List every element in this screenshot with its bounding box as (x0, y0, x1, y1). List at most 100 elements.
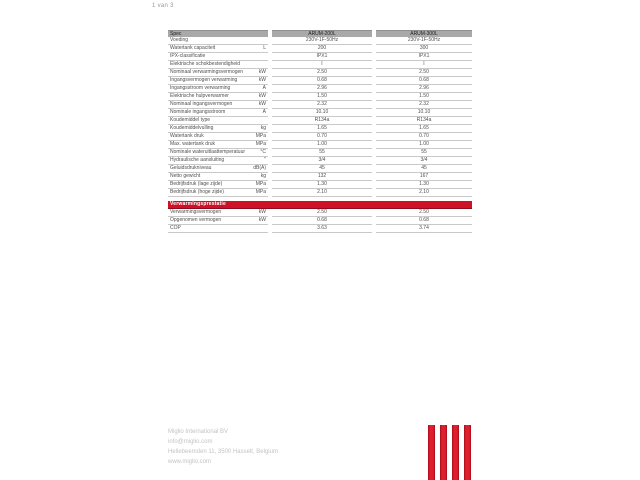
spec-label-cell: Geluidsdrukniveau dB(A) (168, 165, 268, 173)
spec-label: Geluidsdrukniveau (170, 165, 212, 171)
value-arum-300l: 2.10 (376, 189, 472, 197)
spec-label: IPX-classificatie (170, 53, 206, 59)
spec-label: Watertank druk (170, 133, 204, 139)
spec-label-cell: Nominaal verwarmingsvermogen kW (168, 69, 268, 77)
table-row: Watertank druk MPa 0.70 0.70 (168, 133, 472, 141)
spec-label-cell: Koudemiddel type (168, 117, 268, 125)
value-arum-300l: 0.68 (376, 217, 472, 225)
spec-unit: kW (258, 217, 266, 223)
value-arum-200l: 230V-1F-50Hz (272, 37, 372, 45)
value-arum-300l: 1.30 (376, 181, 472, 189)
table-row: Hydraulische aansluiting " 3/4 3/4 (168, 157, 472, 165)
spec-label: Elektrische schokbestendigheid (170, 61, 241, 67)
spec-label-cell: Ingangsstroom verwarming A (168, 85, 268, 93)
table-row: Nominale wateruitlaattemperatuur °C 55 5… (168, 149, 472, 157)
table-row: Bedrijfsdruk (lage zijde) MPa 1.30 1.30 (168, 181, 472, 189)
brand-stripe (452, 425, 459, 480)
value-arum-200l: 3/4 (272, 157, 372, 165)
table-row: COP 3.63 3.74 (168, 225, 472, 233)
value-arum-200l: 55 (272, 149, 372, 157)
heating-section-header: Verwarmingsprestatie (168, 201, 472, 209)
brand-stripe (440, 425, 447, 480)
spec-label-cell: Verwarmingsvermogen kW (168, 209, 268, 217)
table-row: Verwarmingsvermogen kW 2.50 2.50 (168, 209, 472, 217)
value-arum-300l: 2.50 (376, 209, 472, 217)
value-arum-300l: 0.70 (376, 133, 472, 141)
header-arum-300l: ARUM-300L (376, 30, 472, 37)
value-arum-300l: 0.68 (376, 77, 472, 85)
spec-label-cell: Ingangsvermogen verwarming kW (168, 77, 268, 85)
spec-unit: kW (258, 209, 266, 215)
value-arum-200l: 1.30 (272, 181, 372, 189)
table-header-row: Spec ARUM-200L ARUM-300L (168, 30, 472, 37)
footer-email: info@miglio.com (168, 439, 213, 445)
spec-unit: L (263, 45, 266, 51)
spec-table-body: Voeding 230V-1F-50Hz 230V-1F-50Hz Watert… (168, 37, 472, 197)
value-arum-200l: 1.00 (272, 141, 372, 149)
spec-label-cell: Max. watertank druk MPa (168, 141, 268, 149)
spec-label: Opgenomen vermogen (170, 217, 222, 223)
value-arum-300l: 3/4 (376, 157, 472, 165)
spec-label: Hydraulische aansluiting (170, 157, 225, 163)
page-indicator: 1 van 3 (152, 3, 174, 9)
spec-label-cell: IPX-classificatie (168, 53, 268, 61)
spec-unit: kg (260, 173, 266, 179)
value-arum-300l: I (376, 61, 472, 69)
spec-label-cell: Watertank capaciteit L (168, 45, 268, 53)
value-arum-300l: 1.65 (376, 125, 472, 133)
table-row: Ingangsvermogen verwarming kW 0.68 0.68 (168, 77, 472, 85)
value-arum-200l: 2.10 (272, 189, 372, 197)
table-row: Voeding 230V-1F-50Hz 230V-1F-50Hz (168, 37, 472, 45)
brand-stripe (464, 425, 471, 480)
table-row: Elektrische hulpverwarmer kW 1.50 1.50 (168, 93, 472, 101)
spec-label-cell: Watertank druk MPa (168, 133, 268, 141)
spec-unit: MPa (255, 141, 266, 147)
spec-label-cell: Hydraulische aansluiting " (168, 157, 268, 165)
value-arum-300l: 300 (376, 45, 472, 53)
value-arum-300l: 10.10 (376, 109, 472, 117)
value-arum-200l: 10.10 (272, 109, 372, 117)
spec-label: Elektrische hulpverwarmer (170, 93, 229, 99)
brand-stripe (428, 425, 435, 480)
value-arum-200l: 2.96 (272, 85, 372, 93)
spec-label-cell: Netto gewicht kg (168, 173, 268, 181)
spec-unit: dB(A) (253, 165, 266, 171)
table-row: Opgenomen vermogen kW 0.68 0.68 (168, 217, 472, 225)
value-arum-300l: 230V-1F-50Hz (376, 37, 472, 45)
spec-unit: " (264, 157, 266, 163)
value-arum-200l: 0.70 (272, 133, 372, 141)
spec-label: Watertank capaciteit (170, 45, 216, 51)
footer-company: Miglio International BV (168, 429, 229, 435)
value-arum-200l: IPX1 (272, 53, 372, 61)
value-arum-300l: IPX1 (376, 53, 472, 61)
table-row: Netto gewicht kg 132 167 (168, 173, 472, 181)
value-arum-200l: R134a (272, 117, 372, 125)
brand-stripes-logo (428, 425, 472, 480)
value-arum-200l: 2.50 (272, 69, 372, 77)
value-arum-300l: 2.50 (376, 69, 472, 77)
spec-unit: MPa (255, 181, 266, 187)
spec-label-cell: Voeding (168, 37, 268, 45)
table-row: Geluidsdrukniveau dB(A) 45 45 (168, 165, 472, 173)
value-arum-300l: 1.00 (376, 141, 472, 149)
spec-label: Voeding (170, 37, 189, 43)
spec-label-cell: Elektrische schokbestendigheid (168, 61, 268, 69)
header-spec: Spec (168, 30, 268, 37)
value-arum-200l: 0.68 (272, 217, 372, 225)
table-row: Nominale ingangsstroom A 10.10 10.10 (168, 109, 472, 117)
spec-label-cell: Koudemiddelvulling kg (168, 125, 268, 133)
value-arum-200l: 1.65 (272, 125, 372, 133)
table-row: Max. watertank druk MPa 1.00 1.00 (168, 141, 472, 149)
table-row: Nominaal ingangsvermogen kW 2.32 2.32 (168, 101, 472, 109)
table-row: Koudemiddel type R134a R134a (168, 117, 472, 125)
table-row: Watertank capaciteit L 200 300 (168, 45, 472, 53)
heating-performance-section: Verwarmingsprestatie Verwarmingsvermogen… (168, 201, 472, 233)
value-arum-300l: 167 (376, 173, 472, 181)
header-arum-200l: ARUM-200L (272, 30, 372, 37)
value-arum-300l: 2.96 (376, 85, 472, 93)
spec-label: Bedrijfsdruk (hoge zijde) (170, 189, 224, 195)
table-row: Elektrische schokbestendigheid I I (168, 61, 472, 69)
value-arum-200l: 2.50 (272, 209, 372, 217)
footer-website: www.miglio.com (168, 459, 212, 465)
spec-label-cell: Nominale ingangsstroom A (168, 109, 268, 117)
